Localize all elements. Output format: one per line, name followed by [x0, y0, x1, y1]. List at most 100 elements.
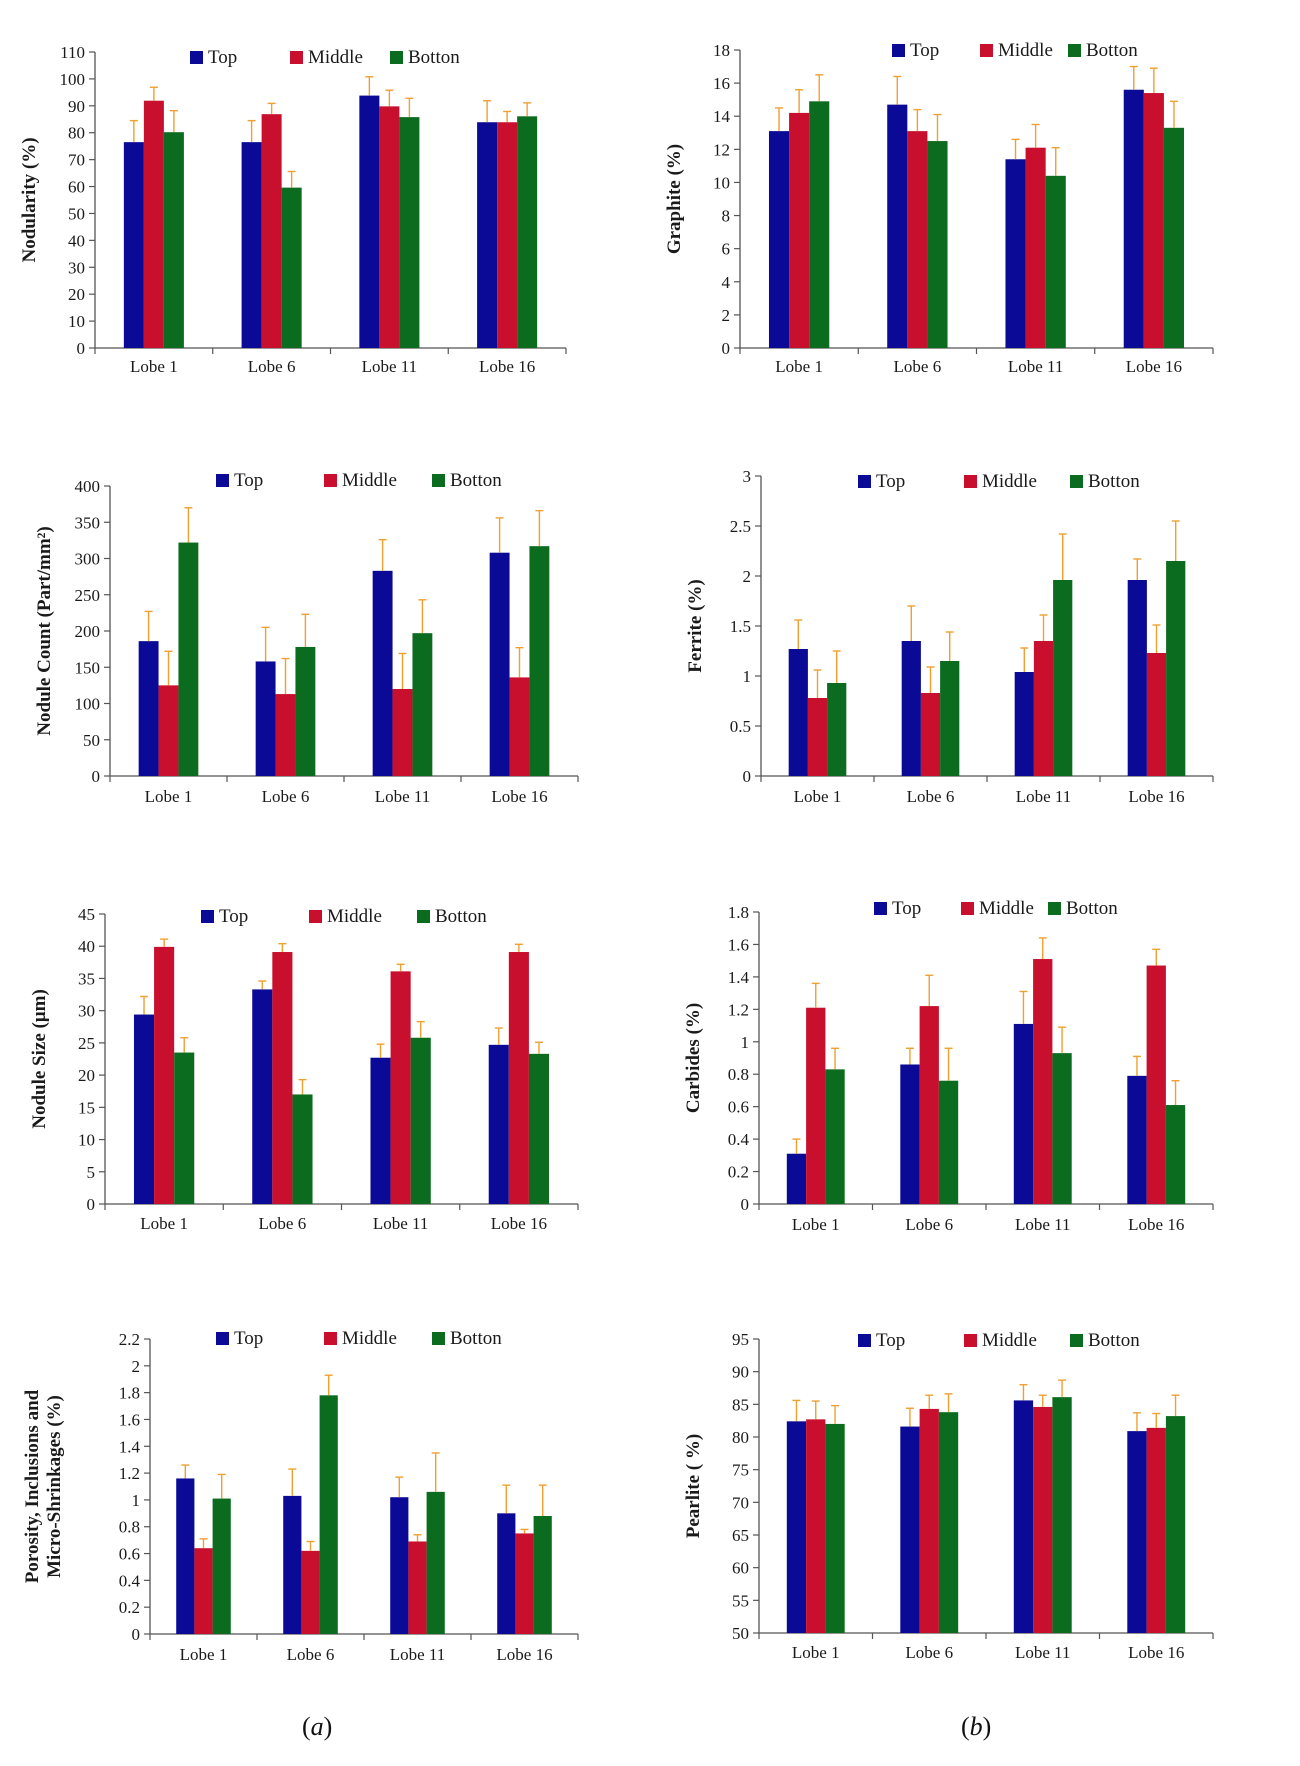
graphite-bar-botton-0: [809, 101, 830, 348]
pearlite-bar-botton-0: [825, 1423, 845, 1633]
nodule_size-legend-label-top: Top: [219, 906, 248, 927]
graphite-y-tick-label-5: 10: [713, 173, 730, 192]
nodule_size-y-tick-label-6: 30: [78, 1002, 95, 1021]
graphite-bar-top-0: [768, 131, 790, 348]
graphite-category-label-0: Lobe 1: [775, 357, 823, 376]
nodularity-bar-middle-1: [261, 114, 282, 348]
caption-right: (b): [961, 1712, 992, 1741]
nodule_size-legend-label-botton: Botton: [435, 906, 487, 927]
nodule_size-bar-middle-2: [390, 971, 411, 1204]
porosity-bar-botton-2: [426, 1491, 445, 1634]
pearlite-bar-middle-2: [1033, 1406, 1053, 1633]
pearlite-bar-top-0: [786, 1421, 807, 1633]
porosity-legend-swatch-top: [216, 1332, 229, 1345]
graphite-y-tick-label-9: 18: [713, 41, 730, 60]
pearlite-bar-botton-3: [1165, 1416, 1186, 1633]
graphite-bar-top-3: [1123, 89, 1144, 348]
nodule_size-category-label-1: Lobe 6: [259, 1214, 307, 1233]
ferrite-bar-middle-2: [1033, 641, 1054, 776]
nodularity-y-tick-label-8: 80: [68, 124, 85, 143]
graphite-y-tick-label-3: 6: [722, 240, 731, 259]
nodule_size-legend-swatch-middle: [309, 910, 322, 923]
porosity-y-axis-title: Porosity, Inclusions andMicro-Shrinkages…: [22, 1389, 65, 1583]
graphite-bar-middle-2: [1025, 147, 1046, 348]
carbides-bar-middle-3: [1146, 965, 1166, 1204]
graphite-legend-label-top: Top: [910, 40, 939, 61]
carbides-category-label-3: Lobe 16: [1128, 1215, 1184, 1234]
nodule_size-y-tick-label-2: 10: [78, 1131, 95, 1150]
nodule_size-bar-botton-3: [528, 1053, 550, 1204]
ferrite-y-tick-label-5: 2.5: [730, 517, 751, 536]
nodule_count-legend-label-top: Top: [234, 470, 263, 491]
nodule_size-legend-swatch-top: [201, 910, 214, 923]
ferrite-legend-label-botton: Botton: [1088, 471, 1140, 492]
porosity-bar-middle-2: [408, 1541, 427, 1634]
nodule_count-y-tick-label-5: 250: [75, 586, 101, 605]
pearlite-bar-botton-1: [938, 1412, 959, 1633]
porosity-legend-swatch-botton: [432, 1332, 445, 1345]
ferrite-bar-botton-1: [940, 661, 960, 776]
nodule_count-category-label-0: Lobe 1: [145, 787, 193, 806]
nodule_count-bar-middle-0: [158, 685, 179, 776]
ferrite-bar-middle-3: [1146, 653, 1167, 776]
nodularity-bar-botton-3: [517, 116, 538, 348]
graphite-legend-swatch-top: [892, 44, 905, 57]
pearlite-y-tick-label-0: 50: [732, 1624, 749, 1643]
ferrite-y-axis-title: Ferrite (%): [685, 579, 706, 672]
ferrite-y-tick-label-1: 0.5: [730, 717, 751, 736]
pearlite-bar-botton-2: [1052, 1397, 1072, 1633]
pearlite-bar-top-1: [900, 1426, 920, 1633]
nodularity-y-tick-label-4: 40: [68, 231, 85, 250]
carbides-bar-botton-0: [825, 1069, 845, 1204]
carbides-category-label-1: Lobe 6: [905, 1215, 953, 1234]
ferrite-category-label-1: Lobe 6: [907, 787, 955, 806]
pearlite-y-tick-label-9: 95: [732, 1330, 749, 1349]
nodule_size-bar-botton-0: [174, 1052, 195, 1204]
ferrite-y-tick-label-2: 1: [743, 667, 752, 686]
nodule_size-legend-label-middle: Middle: [327, 906, 382, 927]
porosity-legend-label-middle: Middle: [342, 1328, 397, 1349]
nodule_count-category-label-3: Lobe 16: [491, 787, 547, 806]
pearlite-category-label-3: Lobe 16: [1128, 1643, 1184, 1662]
nodularity-category-label-0: Lobe 1: [130, 357, 178, 376]
porosity-bar-middle-1: [301, 1550, 320, 1634]
nodule_size-bar-botton-2: [410, 1037, 431, 1204]
carbides-y-tick-label-9: 1.8: [728, 903, 749, 922]
ferrite-bar-middle-0: [807, 698, 828, 776]
porosity-bar-botton-0: [212, 1498, 231, 1634]
porosity-y-tick-label-9: 1.8: [119, 1384, 140, 1403]
nodularity-legend-label-top: Top: [208, 47, 237, 68]
nodule_count-bar-top-0: [138, 641, 159, 776]
graphite-category-label-1: Lobe 6: [894, 357, 942, 376]
ferrite-legend-label-middle: Middle: [982, 471, 1037, 492]
nodule_count-y-tick-label-0: 0: [92, 767, 101, 786]
carbides-legend-swatch-botton: [1048, 902, 1061, 915]
porosity-bar-top-2: [390, 1497, 409, 1634]
nodule_count-bar-top-1: [255, 661, 276, 776]
ferrite-bar-top-2: [1014, 672, 1034, 776]
nodularity-bar-top-3: [477, 122, 498, 348]
porosity-bar-top-1: [283, 1495, 302, 1634]
porosity-bar-botton-3: [533, 1516, 552, 1634]
pearlite-y-axis-title: Pearlite ( %): [683, 1434, 704, 1538]
carbides-bar-top-2: [1013, 1023, 1034, 1204]
nodule_count-bar-botton-3: [529, 546, 550, 776]
nodule_size-category-label-0: Lobe 1: [140, 1214, 188, 1233]
pearlite-legend-label-middle: Middle: [982, 1330, 1037, 1351]
carbides-legend-swatch-top: [874, 902, 887, 915]
nodularity-y-tick-label-5: 50: [68, 204, 85, 223]
porosity-y-tick-label-6: 1.2: [119, 1464, 140, 1483]
nodularity-y-tick-label-11: 110: [60, 43, 85, 62]
nodule_count-y-tick-label-3: 150: [75, 658, 101, 677]
carbides-y-tick-label-0: 0: [741, 1195, 750, 1214]
nodularity-y-tick-label-9: 90: [68, 97, 85, 116]
nodularity-bar-top-2: [359, 95, 380, 348]
porosity-y-tick-label-1: 0.2: [119, 1598, 140, 1617]
carbides-y-tick-label-1: 0.2: [728, 1163, 749, 1182]
graphite-y-tick-label-2: 4: [722, 273, 731, 292]
graphite-bar-botton-2: [1045, 175, 1066, 348]
pearlite-bar-top-3: [1127, 1431, 1147, 1633]
nodularity-bar-middle-3: [497, 122, 518, 348]
nodularity-y-tick-label-7: 70: [68, 151, 85, 170]
